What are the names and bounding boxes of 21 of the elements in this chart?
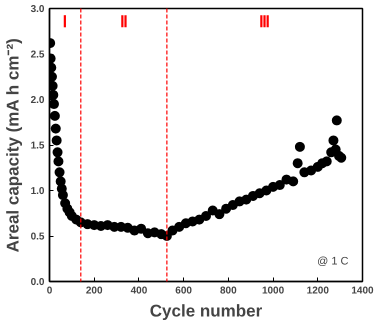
annotation: Ⅱ [120,14,128,31]
x-axis-title: Cycle number [150,302,263,320]
y-tick-label: 2.0 [30,95,45,106]
x-tick-label: 800 [220,286,238,296]
x-tick-label: 1400 [351,286,374,296]
x-tick-label: 200 [86,286,103,296]
y-tick-label: 1.5 [30,140,45,152]
x-tick-label: 0 [46,286,53,296]
x-tick-label: 1000 [262,286,285,296]
x-tick-label: 600 [175,286,192,296]
x-tick-label: 1200 [306,286,330,296]
y-tick-label: 0.5 [30,232,45,242]
annotation: Ⅲ [259,14,270,31]
y-tick-label: 1.0 [30,186,45,197]
y-tick-label: 3.0 [30,4,45,15]
y-axis-title: Areal capacity (mA h cm⁻²) [4,38,23,252]
y-tick-label: 2.5 [30,50,45,60]
x-tick-label: 400 [130,286,148,296]
annotation: @ 1 C [317,256,349,268]
y-tick-label: 0.0 [30,277,45,288]
annotation: Ⅰ [62,14,68,31]
